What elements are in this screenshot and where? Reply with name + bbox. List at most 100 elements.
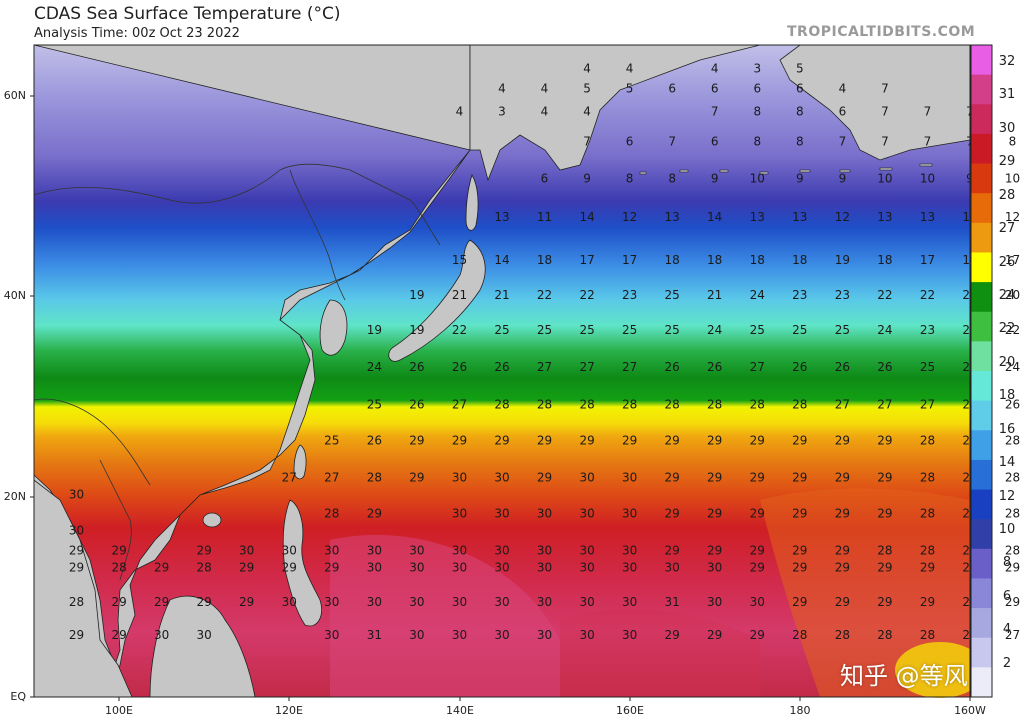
sst-label: 28: [920, 471, 935, 485]
sst-label: 26: [707, 360, 722, 374]
border-china-russia: [289, 169, 346, 301]
colorbar-swatch: [971, 163, 992, 194]
sst-label: 13: [494, 210, 509, 224]
sst-label: 29: [409, 471, 424, 485]
sst-label: 27: [579, 360, 594, 374]
colorbar-swatch: [971, 222, 992, 253]
sst-label: 28: [111, 561, 126, 575]
colorbar-swatch: [971, 459, 992, 491]
sst-label: 29: [665, 471, 680, 485]
sst-label: 23: [835, 288, 850, 302]
sst-label: 30: [494, 628, 509, 642]
sst-label: 14: [494, 253, 509, 267]
colorbar-frame: [970, 44, 993, 698]
sst-label: 30: [452, 544, 467, 558]
sst-label: 29: [835, 595, 850, 609]
sst-label: 19: [835, 253, 850, 267]
sst-label: 14: [579, 210, 594, 224]
sst-label: 30: [707, 595, 722, 609]
sst-label: 29: [69, 628, 84, 642]
sst-label: 29: [750, 507, 765, 521]
sst-label: 29: [111, 628, 126, 642]
sst-label: 20: [1005, 288, 1020, 302]
sst-label: 29: [452, 433, 467, 447]
sst-label: 28: [920, 628, 935, 642]
sst-label: 26: [367, 433, 382, 447]
sst-label: 28: [622, 397, 637, 411]
sst-label: 29: [1005, 561, 1020, 575]
sst-label: 6: [668, 82, 676, 96]
colorbar-label: 26: [998, 254, 1016, 270]
map-frame: [33, 44, 971, 698]
sst-label: 7: [881, 105, 889, 119]
sst-label: 29: [792, 561, 807, 575]
sst-label: 30: [494, 544, 509, 558]
sst-label: 5: [626, 82, 634, 96]
sst-label: 8: [753, 105, 761, 119]
sst-label: 30: [750, 595, 765, 609]
colorbar-swatch: [971, 193, 992, 224]
sst-label: 30: [494, 561, 509, 575]
sst-label: 7: [924, 105, 932, 119]
sst-label: 30: [282, 544, 297, 558]
sst-label: 7: [924, 135, 932, 149]
sst-label: 24: [707, 323, 722, 337]
sst-label: 24: [1005, 360, 1020, 374]
sst-label: 13: [665, 210, 680, 224]
sst-label: 31: [367, 628, 382, 642]
sst-label: 28: [197, 561, 212, 575]
sst-label: 27: [750, 360, 765, 374]
sst-label: 30: [494, 471, 509, 485]
sst-label: 18: [665, 253, 680, 267]
sst-label: 29: [750, 433, 765, 447]
sst-label: 3: [753, 61, 761, 75]
sst-label: 27: [835, 397, 850, 411]
sst-label: 25: [792, 323, 807, 337]
sst-label: 28: [665, 397, 680, 411]
sst-label: 7: [881, 82, 889, 96]
axis-ticks: [30, 95, 971, 701]
colorbar-swatch: [971, 667, 992, 698]
sst-label: 4: [541, 82, 549, 96]
sst-label: 8: [1009, 135, 1017, 149]
sst-label: 29: [877, 507, 892, 521]
lon-label-160e: 160E: [616, 704, 644, 717]
sst-label: 9: [796, 172, 804, 186]
sst-label: 28: [877, 544, 892, 558]
land-philippines: [282, 499, 322, 627]
sst-label: 26: [1005, 397, 1020, 411]
colorbar-label: 8: [1002, 555, 1012, 571]
sst-label: 28: [537, 397, 552, 411]
sst-label: 10: [750, 172, 765, 186]
sst-label: 30: [579, 544, 594, 558]
sst-label: 25: [324, 433, 339, 447]
source-credit[interactable]: TROPICALTIDBITS.COM: [787, 24, 976, 40]
sst-label: 25: [622, 323, 637, 337]
colorbar-label: 2: [1002, 655, 1012, 671]
sst-label: 13: [750, 210, 765, 224]
sst-label: 29: [1005, 595, 1020, 609]
sst-label: 30: [494, 595, 509, 609]
sst-label: 27: [622, 360, 637, 374]
sst-label: 30: [324, 544, 339, 558]
colorbar-label: 6: [1002, 588, 1012, 604]
colorbar-swatch: [971, 74, 992, 105]
sst-label: 28: [1005, 471, 1020, 485]
sst-label: 21: [494, 288, 509, 302]
sst-label: 28: [324, 507, 339, 521]
watermark: 知乎 @等风: [840, 662, 968, 690]
colorbar: [970, 44, 993, 698]
sst-label: 6: [711, 82, 719, 96]
colorbar-swatch: [971, 45, 992, 76]
colorbar-swatch: [971, 371, 992, 402]
sst-label: 22: [877, 288, 892, 302]
sst-label: 30: [579, 595, 594, 609]
sst-label: 26: [835, 360, 850, 374]
colorbar-swatch: [971, 489, 992, 520]
sst-label: 30: [452, 507, 467, 521]
sst-label: 28: [367, 471, 382, 485]
sst-label: 30: [452, 628, 467, 642]
sst-label: 14: [707, 210, 722, 224]
sst-label: 29: [750, 561, 765, 575]
sst-label: 22: [579, 288, 594, 302]
